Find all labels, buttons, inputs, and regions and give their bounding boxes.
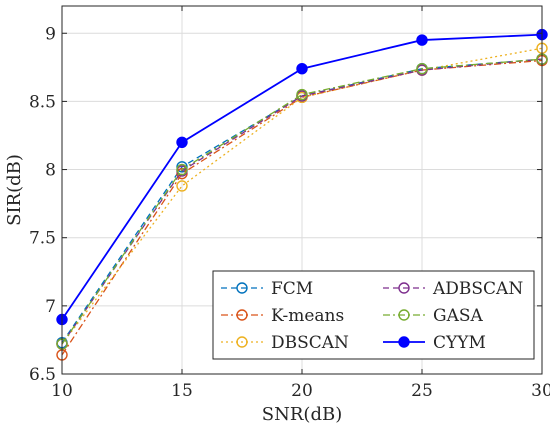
y-tick-label: 6.5 <box>29 365 56 385</box>
y-tick-label: 8 <box>45 161 56 181</box>
data-point <box>416 62 428 75</box>
legend: FCM K-means DBSCAN ADBSCAN GASA CYYM <box>212 270 535 360</box>
x-axis-label: SNR(dB) <box>262 404 342 425</box>
legend-box <box>212 270 535 360</box>
series-line <box>61 58 543 345</box>
y-axis-label: SIR(dB) <box>4 154 25 226</box>
data-point <box>296 62 308 75</box>
x-tick-label: 25 <box>411 381 433 401</box>
data-point <box>176 163 188 176</box>
x-tick-label: 10 <box>51 381 73 401</box>
legend-label: GASA <box>433 306 484 326</box>
y-tick-label: 9 <box>45 24 56 44</box>
legend-marker <box>398 282 410 294</box>
legend-marker <box>236 309 248 321</box>
x-tick-label: 30 <box>531 381 550 401</box>
legend-marker <box>398 309 410 321</box>
legend-item: CYYM <box>383 333 486 353</box>
y-tick-label: 7.5 <box>29 229 56 249</box>
y-tick-label: 8.5 <box>29 92 56 112</box>
legend-marker <box>236 282 248 294</box>
data-point <box>176 180 188 192</box>
legend-item: DBSCAN <box>221 333 349 353</box>
legend-item: FCM <box>221 279 313 299</box>
x-tick-labels: 10 15 20 25 30 <box>51 381 550 401</box>
legend-label: ADBSCAN <box>432 279 523 299</box>
x-tick-label: 15 <box>171 381 193 401</box>
legend-item: GASA <box>383 306 484 326</box>
legend-label: CYYM <box>433 333 486 353</box>
y-tick-labels: 6.5 7 7.5 8 8.5 9 <box>29 24 56 385</box>
legend-label: K-means <box>271 306 344 326</box>
data-point <box>416 34 428 46</box>
series-line <box>61 47 543 345</box>
legend-label: DBSCAN <box>271 333 349 353</box>
legend-marker <box>398 336 410 348</box>
x-tick-label: 20 <box>291 381 313 401</box>
data-point <box>296 88 308 101</box>
series-cyym <box>56 28 548 326</box>
legend-item: K-means <box>221 306 344 326</box>
legend-item: ADBSCAN <box>383 279 523 299</box>
legend-marker <box>236 336 248 348</box>
series-layer <box>56 28 548 361</box>
axis-ticks <box>61 6 543 375</box>
legend-label: FCM <box>271 279 313 299</box>
data-point <box>176 136 188 148</box>
y-tick-label: 7 <box>45 297 56 317</box>
